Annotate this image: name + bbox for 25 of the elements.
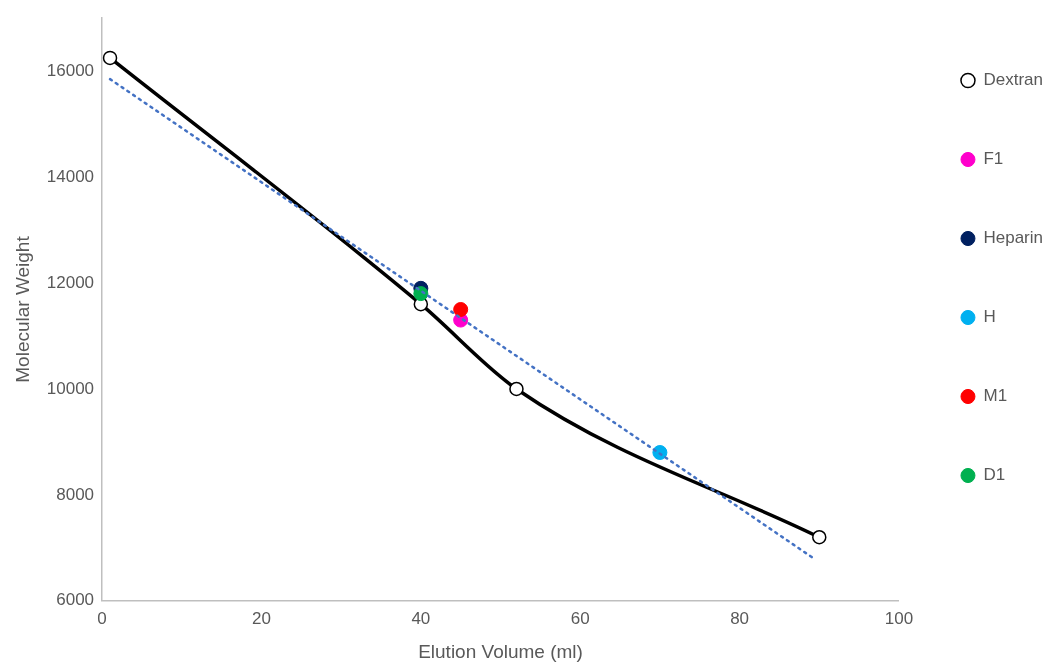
x-tick-label: 40 — [411, 608, 431, 628]
x-tick-label: 100 — [884, 608, 914, 628]
point — [102, 50, 118, 66]
x-tick-label: 60 — [570, 608, 590, 628]
legend-label: D1 — [983, 465, 1006, 485]
legend-label: Dextran — [983, 70, 1043, 90]
x-tick-label: 20 — [251, 608, 271, 628]
x-axis-title: Elution Volume (ml) — [418, 640, 583, 662]
legend-label: H — [983, 307, 996, 327]
legend-label: M1 — [983, 386, 1008, 406]
y-tick-label: 10000 — [46, 378, 95, 398]
y-tick-label: 6000 — [56, 590, 95, 610]
point — [812, 529, 827, 545]
x-tick-label: 80 — [730, 608, 750, 628]
legend-label: Heparin — [983, 228, 1044, 248]
point — [413, 286, 429, 302]
y-tick-label: 8000 — [56, 484, 95, 504]
y-tick-label: 12000 — [46, 272, 95, 292]
point — [453, 302, 469, 317]
point — [509, 381, 524, 397]
x-tick-label: 0 — [97, 608, 107, 628]
y-tick-label: 14000 — [46, 166, 95, 186]
legend-label: F1 — [983, 149, 1004, 169]
y-axis-title: Molecular Weight — [11, 235, 33, 383]
y-tick-label: 16000 — [46, 60, 95, 80]
